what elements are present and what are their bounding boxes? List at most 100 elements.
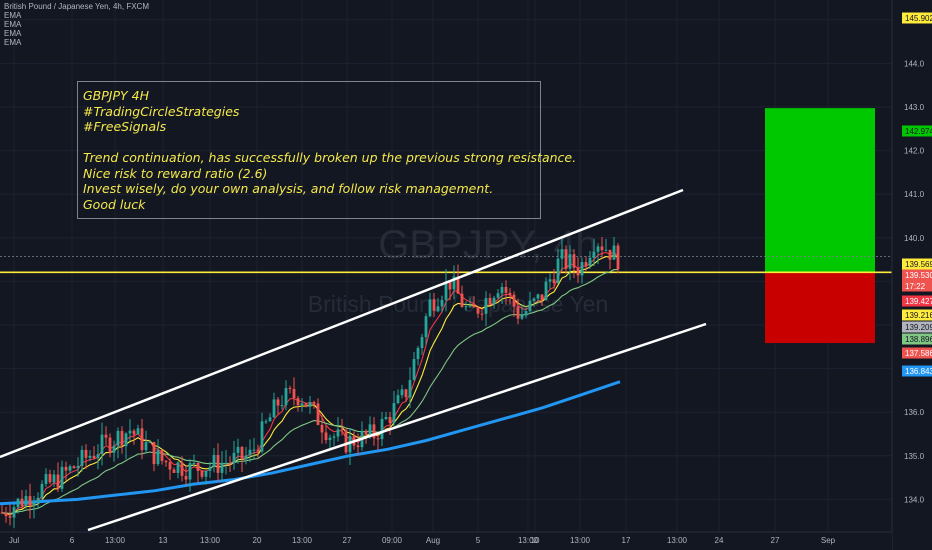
price-label-tag[interactable]	[902, 365, 932, 377]
candle-body	[60, 466, 64, 489]
candle-body	[156, 450, 160, 465]
candle-body	[204, 470, 208, 477]
candle-body	[552, 279, 556, 283]
candle-body	[468, 305, 472, 307]
candle-body	[556, 258, 560, 283]
channel-lower-line[interactable]	[87, 322, 707, 532]
candle-body	[120, 430, 124, 447]
candle-body	[488, 298, 492, 305]
candle-body	[348, 435, 352, 453]
candle-body	[456, 276, 460, 294]
candle-body	[8, 516, 12, 518]
price-label-text: 137.586	[905, 349, 932, 358]
time-axis-tick: 13:00	[292, 536, 313, 545]
ema-long-line[interactable]	[0, 380, 621, 506]
price-label-tag[interactable]	[902, 280, 932, 292]
price-label-tag[interactable]	[902, 321, 932, 333]
price-label-tag[interactable]	[902, 333, 932, 345]
indicator-ema-3[interactable]: EMA	[4, 29, 22, 38]
annotation-text-box[interactable]: GBPJPY 4H #TradingCircleStrategies #Free…	[77, 81, 576, 219]
candle-body	[96, 454, 100, 458]
price-label-tag[interactable]	[902, 295, 932, 307]
candle-body	[196, 462, 200, 471]
indicator-ema-4[interactable]: EMA	[4, 38, 22, 47]
channel-upper-line[interactable]	[0, 188, 684, 459]
target-zone[interactable]	[765, 108, 875, 273]
candle-body	[228, 462, 232, 464]
candle-body	[436, 306, 440, 311]
candle-body	[188, 463, 192, 480]
price-label-text: 136.843	[905, 367, 932, 376]
price-axis-tick: 144.0	[904, 59, 925, 68]
time-axis-tick: 09:00	[382, 536, 403, 545]
candle-body	[292, 389, 296, 399]
candle-body	[460, 293, 464, 307]
candle-body	[516, 306, 520, 319]
candle-body	[500, 286, 504, 294]
price-label-tag[interactable]	[902, 347, 932, 359]
stop-loss-zone[interactable]	[765, 272, 875, 344]
price-label-tag[interactable]	[902, 12, 932, 24]
time-axis-tick: 24	[715, 536, 724, 545]
time-axis-tick: 6	[70, 536, 75, 545]
ema-slow-line[interactable]	[1, 269, 618, 514]
candle-body	[212, 454, 216, 467]
time-axis-tick: 13:00	[667, 536, 688, 545]
candle-body	[272, 399, 276, 418]
candle-body	[248, 449, 252, 456]
candle-body	[80, 449, 84, 466]
candle-body	[256, 449, 260, 452]
candle-body	[276, 399, 280, 406]
note-body-3: Invest wisely, do your own analysis, and…	[83, 181, 494, 196]
price-label-text: 142.974	[905, 127, 932, 136]
candle-body	[12, 507, 16, 518]
candle-body	[124, 433, 128, 447]
candle-body	[532, 298, 536, 301]
price-label-tag[interactable]	[902, 125, 932, 137]
candle-body	[304, 403, 308, 407]
candle-body	[48, 474, 52, 483]
watermark-symbol: GBPJPY, 4h	[378, 223, 597, 267]
candle-body	[416, 348, 420, 360]
candle-body	[24, 496, 28, 507]
candle-body	[92, 455, 96, 458]
candle-body	[484, 298, 488, 314]
candle-body	[56, 474, 60, 489]
candle-body	[528, 300, 532, 312]
time-axis-tick: 17	[622, 536, 631, 545]
symbol-description[interactable]: British Pound / Japanese Yen, 4h, FXCM	[4, 2, 149, 11]
candle-body	[492, 297, 496, 305]
price-axis-tick: 135.0	[904, 452, 925, 461]
note-spacer	[83, 135, 535, 151]
candle-body	[312, 402, 316, 404]
price-label-text: 17:22	[905, 282, 926, 291]
time-axis-tick: 20	[253, 536, 262, 545]
price-label-tag[interactable]	[902, 258, 932, 270]
candle-body	[420, 337, 424, 349]
indicator-ema-1[interactable]: EMA	[4, 11, 22, 20]
price-axis-tick: 143.0	[904, 103, 925, 112]
candle-body	[464, 306, 468, 308]
price-label-text: 139.569	[905, 260, 932, 269]
time-axis-tick: Aug	[426, 536, 440, 545]
price-label-text: 145.902	[905, 14, 932, 23]
time-axis-tick: 13	[159, 536, 168, 545]
candle-body	[368, 424, 372, 435]
candle-body	[612, 245, 616, 260]
candle-body	[560, 249, 564, 259]
candle-body	[28, 496, 32, 506]
candle-body	[596, 246, 600, 252]
candle-body	[32, 501, 36, 506]
price-label-tag[interactable]	[902, 269, 932, 281]
indicator-ema-2[interactable]: EMA	[4, 20, 22, 29]
candle-body	[372, 424, 376, 439]
price-label-tag[interactable]	[902, 309, 932, 321]
candle-body	[264, 421, 268, 423]
candle-body	[576, 267, 580, 276]
candle-body	[476, 307, 480, 314]
candle-body	[288, 388, 292, 390]
price-label-text: 138.896	[905, 335, 932, 344]
candle-body	[216, 454, 220, 473]
